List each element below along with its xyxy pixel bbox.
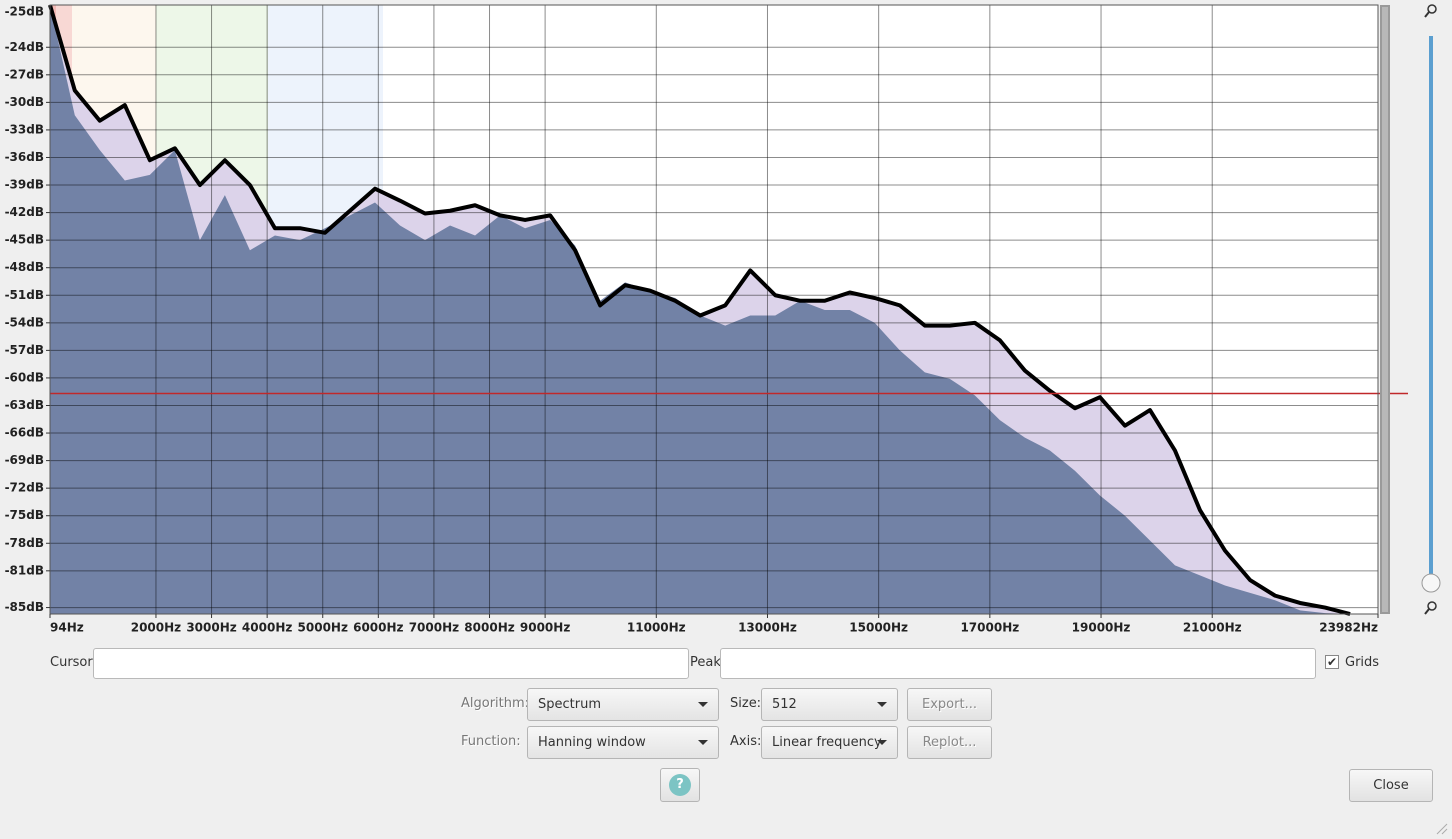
x-tick-label: 17000Hz — [960, 621, 1019, 635]
x-tick-label: 23982Hz — [1319, 621, 1378, 635]
x-tick-label: 9000Hz — [520, 621, 570, 635]
cursor-field[interactable] — [93, 648, 689, 679]
y-tick-label: -36dB — [5, 150, 44, 164]
x-tick-label: 13000Hz — [738, 621, 797, 635]
y-tick-label: -60dB — [5, 370, 44, 384]
zoom-slider-track[interactable] — [1429, 36, 1433, 584]
spectrum-line — [48, 4, 1351, 616]
axis-combo[interactable]: Linear frequency — [761, 726, 898, 759]
grids-label: Grids — [1345, 655, 1380, 670]
help-icon: ? — [669, 774, 691, 796]
y-tick-label: -69dB — [5, 453, 44, 467]
replot-button[interactable]: Replot... — [907, 726, 992, 759]
size-combo[interactable]: 512 — [761, 688, 898, 721]
axis-value: Linear frequency — [772, 735, 882, 750]
spectrum-plot: -25dB -24dB -27dB -30dB -33dB -36dB -39dB -42d… — [5, 4, 1441, 635]
x-tick-label: 11000Hz — [627, 621, 686, 635]
help-button[interactable]: ? — [660, 768, 700, 802]
function-value: Hanning window — [538, 735, 646, 750]
cursor-label: Cursor: — [50, 655, 97, 670]
x-tick-label: 19000Hz — [1072, 621, 1131, 635]
y-tick-label: -27dB — [5, 67, 44, 81]
size-value: 512 — [772, 697, 797, 712]
y-tick-label: -75dB — [5, 508, 44, 522]
x-tick-label: 21000Hz — [1183, 621, 1242, 635]
x-tick-label: 4000Hz — [242, 621, 292, 635]
function-label: Function: — [461, 734, 521, 749]
x-tick-label: 15000Hz — [849, 621, 908, 635]
scrollbar-thumb[interactable] — [1382, 7, 1388, 612]
zoom-out-icon[interactable] — [1424, 601, 1437, 615]
algorithm-combo[interactable]: Spectrum — [527, 688, 719, 721]
y-tick-label: -63dB — [5, 398, 44, 412]
y-tick-label: -54dB — [5, 315, 44, 329]
x-tick-label: 7000Hz — [409, 621, 459, 635]
y-tick-label: -33dB — [5, 122, 44, 136]
spectrum-area — [50, 5, 1351, 614]
peak-field[interactable] — [720, 648, 1316, 679]
x-tick-label: 8000Hz — [464, 621, 514, 635]
size-label: Size: — [730, 696, 762, 711]
y-tick-label: -42dB — [5, 205, 44, 219]
export-button[interactable]: Export... — [907, 688, 992, 721]
y-tick-label: -39dB — [5, 178, 44, 192]
axis-label: Axis: — [730, 734, 762, 749]
y-tick-label: -72dB — [5, 481, 44, 495]
y-tick-label: -30dB — [5, 95, 44, 109]
x-tick-label: 5000Hz — [298, 621, 348, 635]
algorithm-label: Algorithm: — [461, 696, 530, 711]
y-tick-label: -45dB — [5, 233, 44, 247]
x-tick-label: 3000Hz — [186, 621, 236, 635]
y-tick-label: -51dB — [5, 288, 44, 302]
function-combo[interactable]: Hanning window — [527, 726, 719, 759]
plot-frame — [49, 4, 1379, 615]
x-tick-label: 6000Hz — [353, 621, 403, 635]
y-tick-label: -78dB — [5, 536, 44, 550]
peak-label: Peak: — [690, 655, 726, 670]
y-tick-label: -57dB — [5, 343, 44, 357]
y-tick-label: -66dB — [5, 426, 44, 440]
x-tick-label: 2000Hz — [131, 621, 181, 635]
resize-grip — [1436, 823, 1448, 835]
y-top-label: -25dB — [5, 5, 44, 19]
y-tick-label: -48dB — [5, 260, 44, 274]
x-tick-label: 94Hz — [50, 621, 84, 635]
zoom-in-icon[interactable] — [1424, 4, 1437, 18]
y-tick-label: -81dB — [5, 563, 44, 577]
zoom-slider-handle[interactable] — [1421, 573, 1441, 593]
y-tick-label: -24dB — [5, 40, 44, 54]
y-tick-label: -85dB — [5, 600, 44, 614]
close-button[interactable]: Close — [1349, 769, 1433, 802]
grids-checkbox[interactable]: ✔ — [1325, 655, 1339, 669]
algorithm-value: Spectrum — [538, 697, 601, 712]
